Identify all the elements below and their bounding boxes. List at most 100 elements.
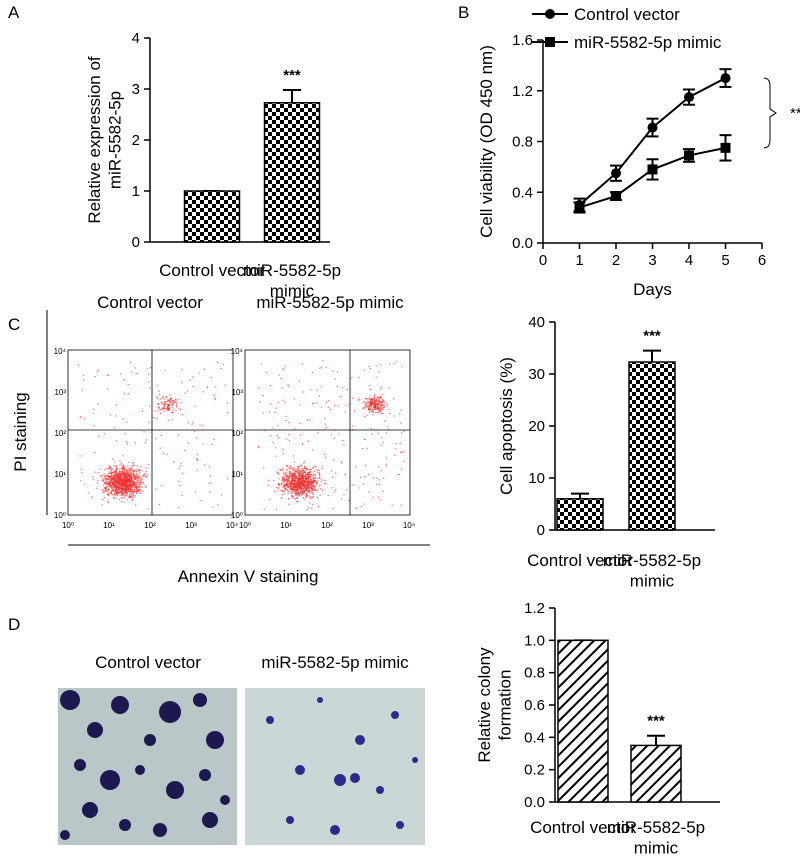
flow-event (312, 503, 314, 506)
flow-event (381, 412, 384, 415)
flow-event (147, 381, 150, 383)
flow-event (102, 491, 105, 493)
flow-event (287, 433, 290, 436)
flow-event (380, 437, 382, 439)
flow-event (124, 468, 126, 471)
flow-event (81, 389, 84, 391)
flow-event (302, 474, 304, 477)
flow-event (302, 468, 304, 470)
flow-event (292, 490, 294, 492)
flow-event (310, 482, 313, 484)
flow-event (108, 479, 110, 481)
flow-event (103, 473, 105, 475)
flow-event (382, 408, 384, 410)
flow-event (300, 483, 302, 486)
flow-event (291, 492, 293, 494)
flow-event (369, 395, 371, 397)
flow-event (305, 468, 308, 470)
flow-event (135, 372, 138, 375)
flow-event (381, 393, 384, 395)
flow-event (136, 483, 138, 485)
flow-event (122, 455, 124, 457)
x-tick-label: 5 (721, 252, 729, 269)
flow-event (123, 485, 126, 488)
flow-event (114, 426, 116, 429)
x-tick-label: 4 (685, 252, 693, 269)
flow-event (374, 395, 376, 397)
flow-event (131, 481, 133, 483)
flow-event (128, 479, 130, 481)
flow-event (116, 480, 118, 482)
flow-event (290, 486, 292, 488)
flow-event (364, 403, 367, 405)
flow-event (308, 468, 311, 471)
flow-event (140, 489, 142, 491)
flow-event (310, 471, 312, 473)
bar (263, 102, 321, 243)
flow-event (282, 368, 284, 370)
flow-event (287, 490, 289, 492)
flow-event (103, 479, 105, 481)
flow-event (116, 404, 118, 406)
flow-event (111, 478, 113, 480)
flow-event (106, 482, 109, 484)
legend-marker (545, 37, 555, 47)
flow-event (308, 472, 310, 474)
flow-event (139, 483, 141, 485)
flow-event (307, 469, 309, 471)
flow-event (378, 479, 380, 481)
flow-event (213, 394, 215, 397)
flow-event (83, 379, 85, 381)
flow-event (147, 463, 150, 466)
flow-event (376, 400, 379, 402)
flow-event (104, 475, 107, 477)
flow-event (372, 497, 374, 499)
flow-event (133, 462, 135, 464)
flow-event (126, 443, 129, 445)
flow-event (120, 373, 122, 375)
flow-event (116, 487, 118, 489)
flow-event (144, 442, 146, 444)
flow-event (372, 406, 375, 408)
flow-event (126, 489, 128, 492)
flow-event (295, 494, 297, 496)
flow-event (96, 371, 98, 373)
y-axis-label: Relative expression ofmiR-5582-5p (85, 56, 124, 224)
flow-event (282, 477, 284, 479)
flow-event (310, 468, 312, 471)
flow-event (365, 464, 367, 467)
flow-event (325, 456, 327, 459)
flow-event (319, 488, 322, 490)
flow-event (293, 468, 295, 471)
flow-event (305, 496, 307, 498)
flow-event (274, 411, 276, 414)
flow-event (138, 490, 140, 492)
flow-tick-label: 10⁴ (403, 521, 416, 530)
flow-tick-label: 10² (321, 521, 333, 530)
flow-event (105, 467, 108, 470)
flow-event (312, 485, 315, 487)
flow-event (92, 476, 94, 478)
flow-event (312, 475, 315, 477)
flow-event (278, 484, 281, 486)
flow-event (378, 409, 380, 411)
flow-event (329, 408, 332, 411)
flow-event (301, 481, 304, 483)
flow-event (114, 481, 116, 483)
flow-event (293, 398, 295, 400)
flow-event (297, 479, 299, 481)
flow-event (277, 483, 280, 485)
panel-letter: C (8, 315, 20, 334)
flow-event (116, 495, 119, 497)
flow-event (125, 473, 128, 476)
flow-event (118, 498, 121, 501)
flow-event (293, 487, 295, 489)
flow-event (119, 494, 121, 497)
flow-event (315, 465, 317, 468)
flow-tick-label: 10¹ (103, 521, 115, 530)
flow-event (327, 400, 330, 402)
flow-event (306, 473, 309, 475)
flow-event (303, 462, 305, 464)
